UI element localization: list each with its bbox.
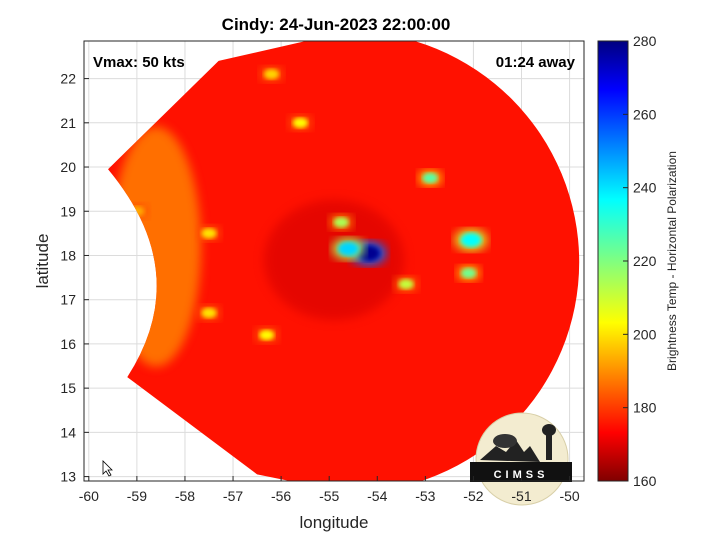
y-tick-label: 20 xyxy=(60,159,76,175)
microwave-swath xyxy=(108,41,580,481)
y-tick-label: 18 xyxy=(60,247,76,263)
convection-cell xyxy=(333,217,349,228)
convection-cell xyxy=(461,267,477,279)
y-tick-label: 14 xyxy=(60,424,76,440)
x-tick-label: -53 xyxy=(415,488,435,504)
logo-text: CIMSS xyxy=(494,469,549,481)
x-tick-label: -51 xyxy=(511,488,531,504)
y-tick-label: 16 xyxy=(60,336,76,352)
x-tick-label: -57 xyxy=(223,488,243,504)
convection-cell xyxy=(398,279,414,290)
time-away-annotation: 01:24 away xyxy=(496,54,576,71)
x-axis: -60 -59 -58 -57 -56 -55 -54 -53 -52 -51 -50 xyxy=(79,476,580,504)
x-tick-label: -60 xyxy=(79,488,99,504)
y-tick-label: 19 xyxy=(60,203,76,219)
colorbar-ticks: 160 180 200 220 240 260 280 xyxy=(623,33,657,489)
convection-cell xyxy=(337,241,359,256)
mouse-pointer-icon xyxy=(102,460,113,477)
y-tick-label: 17 xyxy=(60,292,76,308)
cimss-logo: CIMSS xyxy=(470,412,572,506)
y-axis-label: latitude xyxy=(33,234,52,289)
convection-cell xyxy=(263,68,280,80)
vmax-annotation: Vmax: 50 kts xyxy=(93,54,185,71)
colorbar-tick-label: 200 xyxy=(633,326,657,342)
x-tick-label: -54 xyxy=(367,488,387,504)
x-tick-label: -50 xyxy=(559,488,579,504)
x-tick-label: -52 xyxy=(463,488,483,504)
x-axis-label: longitude xyxy=(299,513,368,532)
x-tick-label: -55 xyxy=(319,488,339,504)
x-tick-label: -58 xyxy=(175,488,195,504)
colorbar-tick-label: 180 xyxy=(633,400,657,416)
convection-cell xyxy=(422,172,438,184)
y-tick-label: 21 xyxy=(60,115,76,131)
swath-field xyxy=(108,41,580,481)
convection-cell xyxy=(201,307,217,319)
plot-border xyxy=(83,40,585,482)
x-tick-label: -56 xyxy=(271,488,291,504)
swath-eye-region xyxy=(264,199,404,320)
colorbar-label: Brightness Temp - Horizontal Polarizatio… xyxy=(665,151,679,371)
colorbar-tick-label: 220 xyxy=(633,253,657,269)
colorbar-tick-label: 240 xyxy=(633,180,657,196)
convection-cell xyxy=(259,329,275,341)
convection-cell xyxy=(460,232,482,248)
y-tick-label: 22 xyxy=(60,71,76,87)
colorbar-tick-label: 280 xyxy=(633,33,657,49)
convection-cell xyxy=(292,117,308,129)
colorbar-tick-label: 260 xyxy=(633,106,657,122)
chart-title: Cindy: 24-Jun-2023 22:00:00 xyxy=(222,15,451,34)
x-tick-label: -59 xyxy=(127,488,147,504)
y-tick-label: 15 xyxy=(60,380,76,396)
convection-cell xyxy=(201,228,217,239)
colorbar-tick-label: 160 xyxy=(633,473,657,489)
y-axis: 13 14 15 16 17 18 19 20 21 22 xyxy=(60,71,89,485)
y-tick-label: 13 xyxy=(60,469,76,485)
